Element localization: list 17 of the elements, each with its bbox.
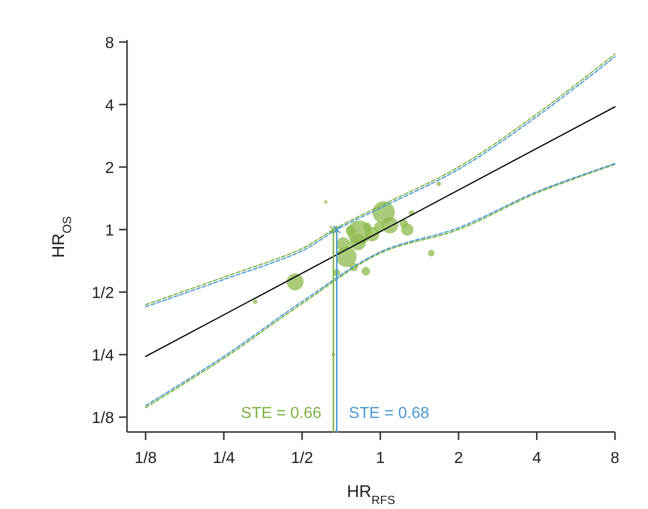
x-tick-label: 1 [376, 450, 385, 467]
y-tick-label: 1/4 [92, 348, 114, 365]
x-tick-label: 1/4 [212, 450, 236, 467]
x-tick-label: 2 [454, 450, 464, 467]
series-label: STE = 0.68 [348, 405, 430, 422]
x-tick-label: 1/8 [134, 450, 157, 467]
y-tick-label: 1/8 [92, 410, 114, 428]
y-tick-label: 8 [105, 35, 114, 52]
y-tick-label: 4 [105, 98, 114, 115]
x-tick-label: 8 [610, 450, 620, 467]
x-axis-title: HR$_{RFS}$ [346, 482, 396, 507]
x-tick-label: 1/2 [290, 450, 314, 467]
x-tick-label: 4 [532, 450, 542, 467]
y-tick-label: 2 [105, 160, 114, 178]
y-tick-label: 1 [105, 222, 114, 240]
series-label: STE = 0.66 [240, 405, 322, 422]
y-tick-label: 1/2 [92, 285, 114, 302]
